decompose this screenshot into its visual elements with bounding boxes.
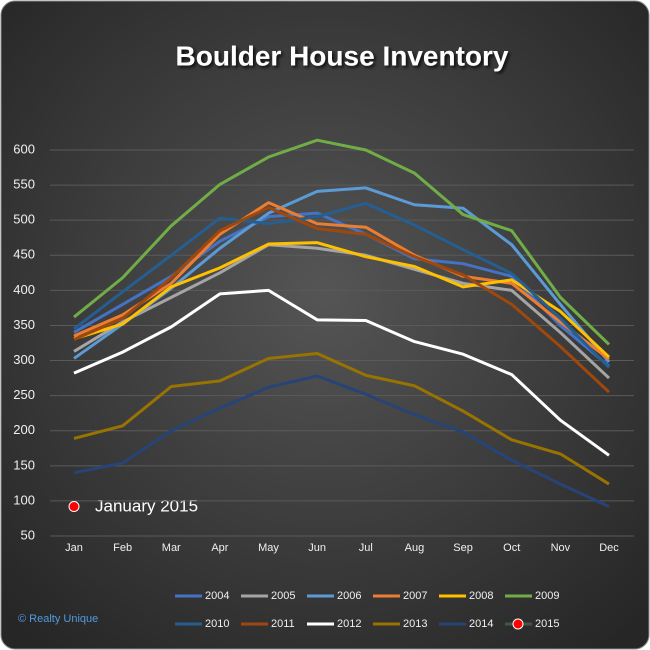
y-tick-label: 350 xyxy=(13,317,35,332)
credit: © Realty Unique xyxy=(18,613,98,625)
annotation: January 2015 xyxy=(95,496,198,515)
x-tick-label: Jun xyxy=(308,542,326,554)
x-tick-label: May xyxy=(258,542,279,554)
legend-label: 2007 xyxy=(403,590,427,602)
series-line xyxy=(73,288,610,457)
y-tick-label: 50 xyxy=(21,527,35,542)
series-line xyxy=(73,243,611,380)
x-tick-label: Jul xyxy=(359,542,373,554)
series-line xyxy=(73,241,611,359)
y-tick-label: 200 xyxy=(13,422,35,437)
legend-label: 2015 xyxy=(535,618,559,630)
legend-label: 2010 xyxy=(205,618,229,630)
series-line xyxy=(73,352,610,486)
x-tick-label: Mar xyxy=(162,542,181,554)
x-tick-label: Feb xyxy=(113,542,132,554)
legend-label: 2006 xyxy=(337,590,361,602)
series-line xyxy=(73,138,611,346)
y-tick-label: 450 xyxy=(13,247,35,262)
legend-label: 2013 xyxy=(403,618,427,630)
x-tick-label: Jan xyxy=(65,542,83,554)
series-line xyxy=(73,206,611,394)
y-tick-label: 600 xyxy=(13,141,35,156)
series-line xyxy=(73,201,610,361)
y-tick-label: 550 xyxy=(13,177,35,192)
legend-label: 2005 xyxy=(271,590,295,602)
legend-label: 2014 xyxy=(469,618,493,630)
x-tick-label: Sep xyxy=(453,542,473,554)
data-point xyxy=(68,501,80,513)
y-tick-label: 400 xyxy=(13,282,35,297)
legend-label: 2012 xyxy=(337,618,361,630)
series-line xyxy=(73,201,611,369)
legend-marker xyxy=(512,618,524,630)
legend-label: 2004 xyxy=(205,590,229,602)
y-tick-label: 250 xyxy=(13,387,35,402)
x-tick-label: Dec xyxy=(599,542,619,554)
legend-label: 2008 xyxy=(469,590,493,602)
y-tick-label: 150 xyxy=(13,457,35,472)
chart-title: Boulder House Inventory xyxy=(176,40,509,71)
legend-label: 2009 xyxy=(535,590,559,602)
x-tick-label: Nov xyxy=(551,542,571,554)
y-tick-label: 500 xyxy=(13,212,35,227)
x-tick-label: Aug xyxy=(405,542,425,554)
legend-label: 2011 xyxy=(271,618,295,630)
x-tick-label: Oct xyxy=(503,542,520,554)
y-tick-label: 300 xyxy=(13,352,35,367)
series-line xyxy=(73,374,610,508)
x-tick-label: Apr xyxy=(211,542,228,554)
y-tick-label: 100 xyxy=(13,492,35,507)
